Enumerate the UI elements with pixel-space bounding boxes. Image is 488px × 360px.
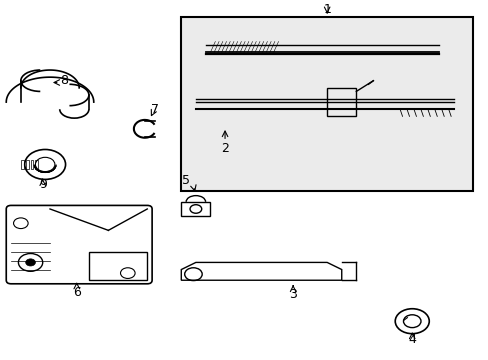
Text: 8: 8 — [61, 74, 68, 87]
Bar — [26, 160, 29, 169]
Bar — [21, 160, 24, 169]
Bar — [30, 160, 33, 169]
Text: 4: 4 — [407, 333, 415, 346]
Text: 3: 3 — [288, 288, 296, 301]
Bar — [35, 160, 38, 169]
Text: 6: 6 — [73, 286, 81, 299]
Text: 2: 2 — [221, 142, 228, 155]
Text: 1: 1 — [323, 3, 330, 16]
Text: 9: 9 — [39, 177, 46, 190]
Circle shape — [26, 259, 35, 266]
Text: 7: 7 — [150, 103, 158, 116]
Bar — [181, 17, 472, 191]
Text: 5: 5 — [182, 174, 190, 187]
